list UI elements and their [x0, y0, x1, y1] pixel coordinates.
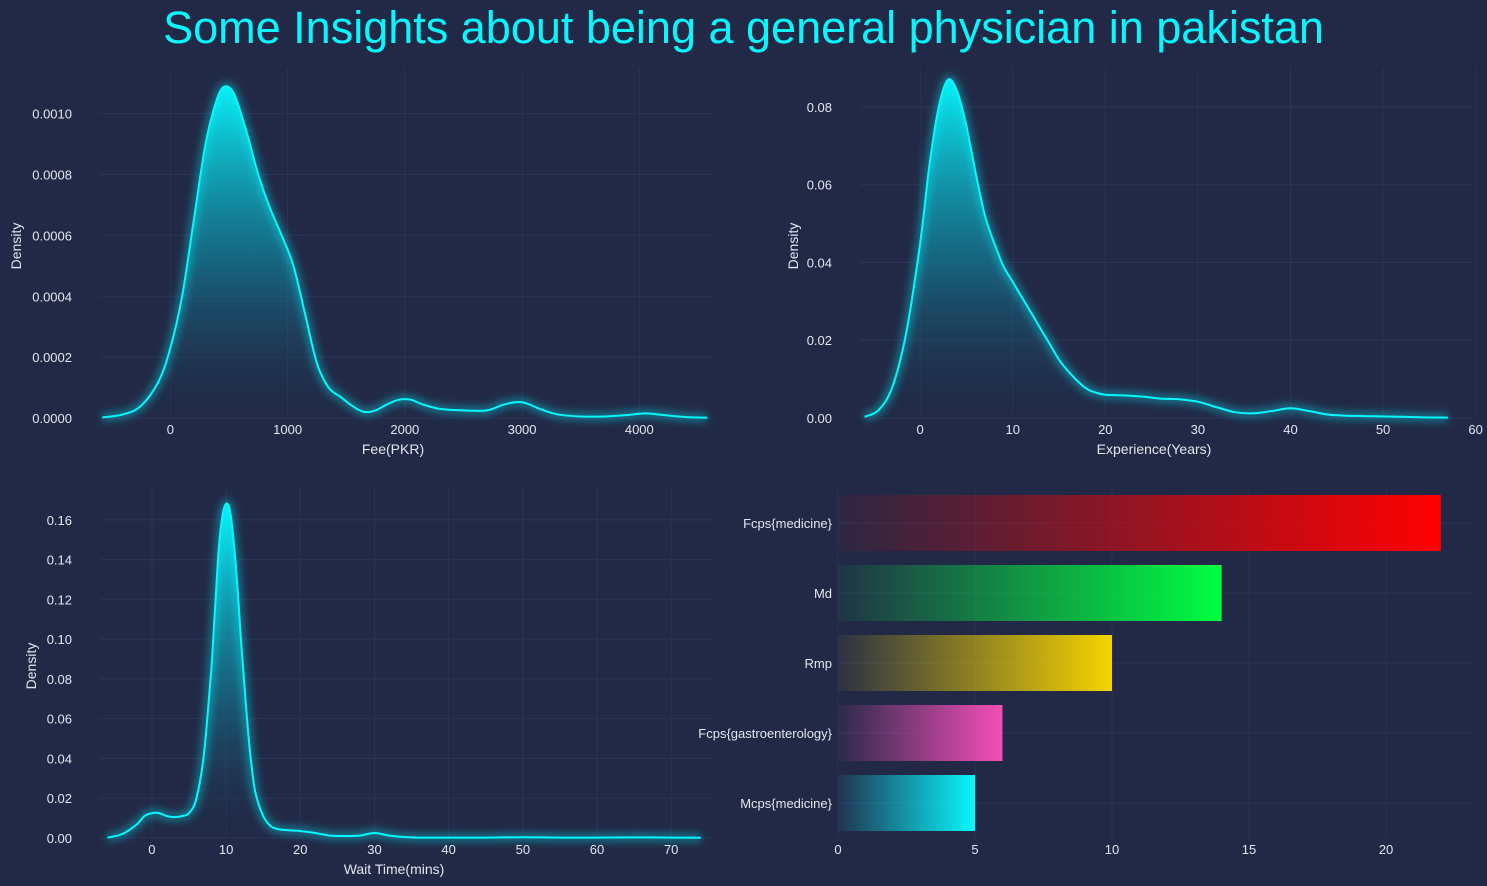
bar [838, 635, 1113, 691]
density-area [101, 81, 708, 423]
bar [838, 705, 1003, 761]
bar [838, 565, 1222, 621]
figure-title: Some Insights about being a general phys… [163, 2, 1324, 53]
grid-lines [100, 488, 712, 839]
y-tick-label: 0.02 [807, 333, 832, 348]
x-tick-label: 0 [167, 422, 174, 437]
x-tick-label: 3000 [508, 422, 537, 437]
x-tick-label: 10 [1105, 842, 1119, 857]
y-tick-label: 0.10 [47, 632, 72, 647]
y-tick-label: 0.16 [47, 513, 72, 528]
category-labels: Fcps{medicine} Md Rmp Fcps{gastroenterology… [698, 516, 832, 811]
category-label: Rmp [805, 656, 832, 671]
density-area [106, 499, 701, 843]
category-label: Fcps{gastroenterology} [698, 726, 832, 741]
x-tick-label: 60 [1468, 422, 1482, 437]
x-tick-label: 5 [971, 842, 978, 857]
density-fill [864, 79, 1448, 418]
x-axis-label: Wait Time(mins) [344, 861, 445, 877]
x-tick-label: 20 [293, 842, 307, 857]
y-tick-label: 0.12 [47, 592, 72, 607]
y-tick-label: 0.0006 [32, 228, 72, 243]
density-glow [106, 499, 701, 843]
density-line [864, 78, 1448, 419]
y-tick-labels: 0.0000 0.0002 0.0004 0.0006 0.0008 0.0010 [32, 107, 72, 426]
category-label: Md [814, 586, 832, 601]
y-axis-label: Density [23, 643, 39, 690]
x-tick-label: 10 [219, 842, 233, 857]
density-line [102, 85, 708, 419]
x-tick-label: 50 [516, 842, 530, 857]
density-line [107, 502, 701, 839]
y-tick-label: 0.06 [807, 178, 832, 193]
x-tick-label: 60 [590, 842, 604, 857]
x-tick-label: 0 [834, 842, 841, 857]
bars [838, 495, 1441, 831]
x-tick-labels: 0 10 20 30 40 50 60 [917, 422, 1483, 437]
y-axis-label: Density [785, 223, 801, 270]
y-axis-label: Density [8, 223, 24, 270]
y-tick-label: 0.00 [47, 831, 72, 846]
y-tick-labels: 0.00 0.02 0.04 0.06 0.08 [807, 100, 832, 426]
y-tick-label: 0.08 [807, 100, 832, 115]
x-tick-labels: 0 10 20 30 40 50 60 70 [148, 842, 678, 857]
y-tick-label: 0.02 [47, 791, 72, 806]
y-tick-label: 0.14 [47, 553, 72, 568]
y-tick-label: 0.0008 [32, 168, 72, 183]
bar [838, 495, 1441, 551]
category-label: Fcps{medicine} [743, 516, 833, 531]
x-tick-label: 20 [1379, 842, 1393, 857]
y-tick-label: 0.0004 [32, 289, 72, 304]
qualification-bar-chart: Fcps{medicine} Md Rmp Fcps{gastroenterology… [698, 488, 1471, 857]
x-tick-label: 2000 [390, 422, 419, 437]
wait-time-density-chart: 0.00 0.02 0.04 0.06 0.08 0.10 0.12 0.14 0.16 0 10… [23, 488, 712, 877]
y-tick-label: 0.04 [47, 751, 72, 766]
y-tick-label: 0.04 [807, 255, 832, 270]
x-tick-label: 0 [917, 422, 924, 437]
x-tick-label: 0 [148, 842, 155, 857]
density-area [862, 74, 1448, 423]
y-tick-label: 0.00 [807, 411, 832, 426]
y-tick-label: 0.08 [47, 672, 72, 687]
x-tick-label: 20 [1098, 422, 1112, 437]
y-tick-label: 0.06 [47, 712, 72, 727]
x-tick-label: 4000 [625, 422, 654, 437]
x-tick-label: 40 [1283, 422, 1297, 437]
x-tick-label: 50 [1376, 422, 1390, 437]
fee-density-chart: 0.0000 0.0002 0.0004 0.0006 0.0008 0.0010 0 10… [8, 68, 712, 457]
y-tick-labels: 0.00 0.02 0.04 0.06 0.08 0.10 0.12 0.14 0.16 [47, 513, 72, 846]
y-tick-label: 0.0002 [32, 350, 72, 365]
x-tick-label: 70 [664, 842, 678, 857]
x-tick-label: 30 [367, 842, 381, 857]
x-tick-label: 40 [441, 842, 455, 857]
x-tick-label: 15 [1242, 842, 1256, 857]
category-label: Mcps{medicine} [740, 796, 832, 811]
experience-density-chart: 0.00 0.02 0.04 0.06 0.08 0 10 20 30 40 50 60 Exper… [785, 68, 1483, 457]
y-tick-label: 0.0010 [32, 107, 72, 122]
x-tick-label: 1000 [273, 422, 302, 437]
x-tick-label: 30 [1191, 422, 1205, 437]
x-tick-label: 10 [1006, 422, 1020, 437]
bar [838, 775, 976, 831]
x-axis-label: Experience(Years) [1097, 441, 1212, 457]
x-axis-label: Fee(PKR) [362, 441, 424, 457]
y-tick-label: 0.0000 [32, 411, 72, 426]
density-fill [107, 503, 701, 838]
x-tick-labels: 0 5 10 15 20 [834, 842, 1393, 857]
x-tick-labels: 0 1000 2000 3000 4000 [167, 422, 654, 437]
